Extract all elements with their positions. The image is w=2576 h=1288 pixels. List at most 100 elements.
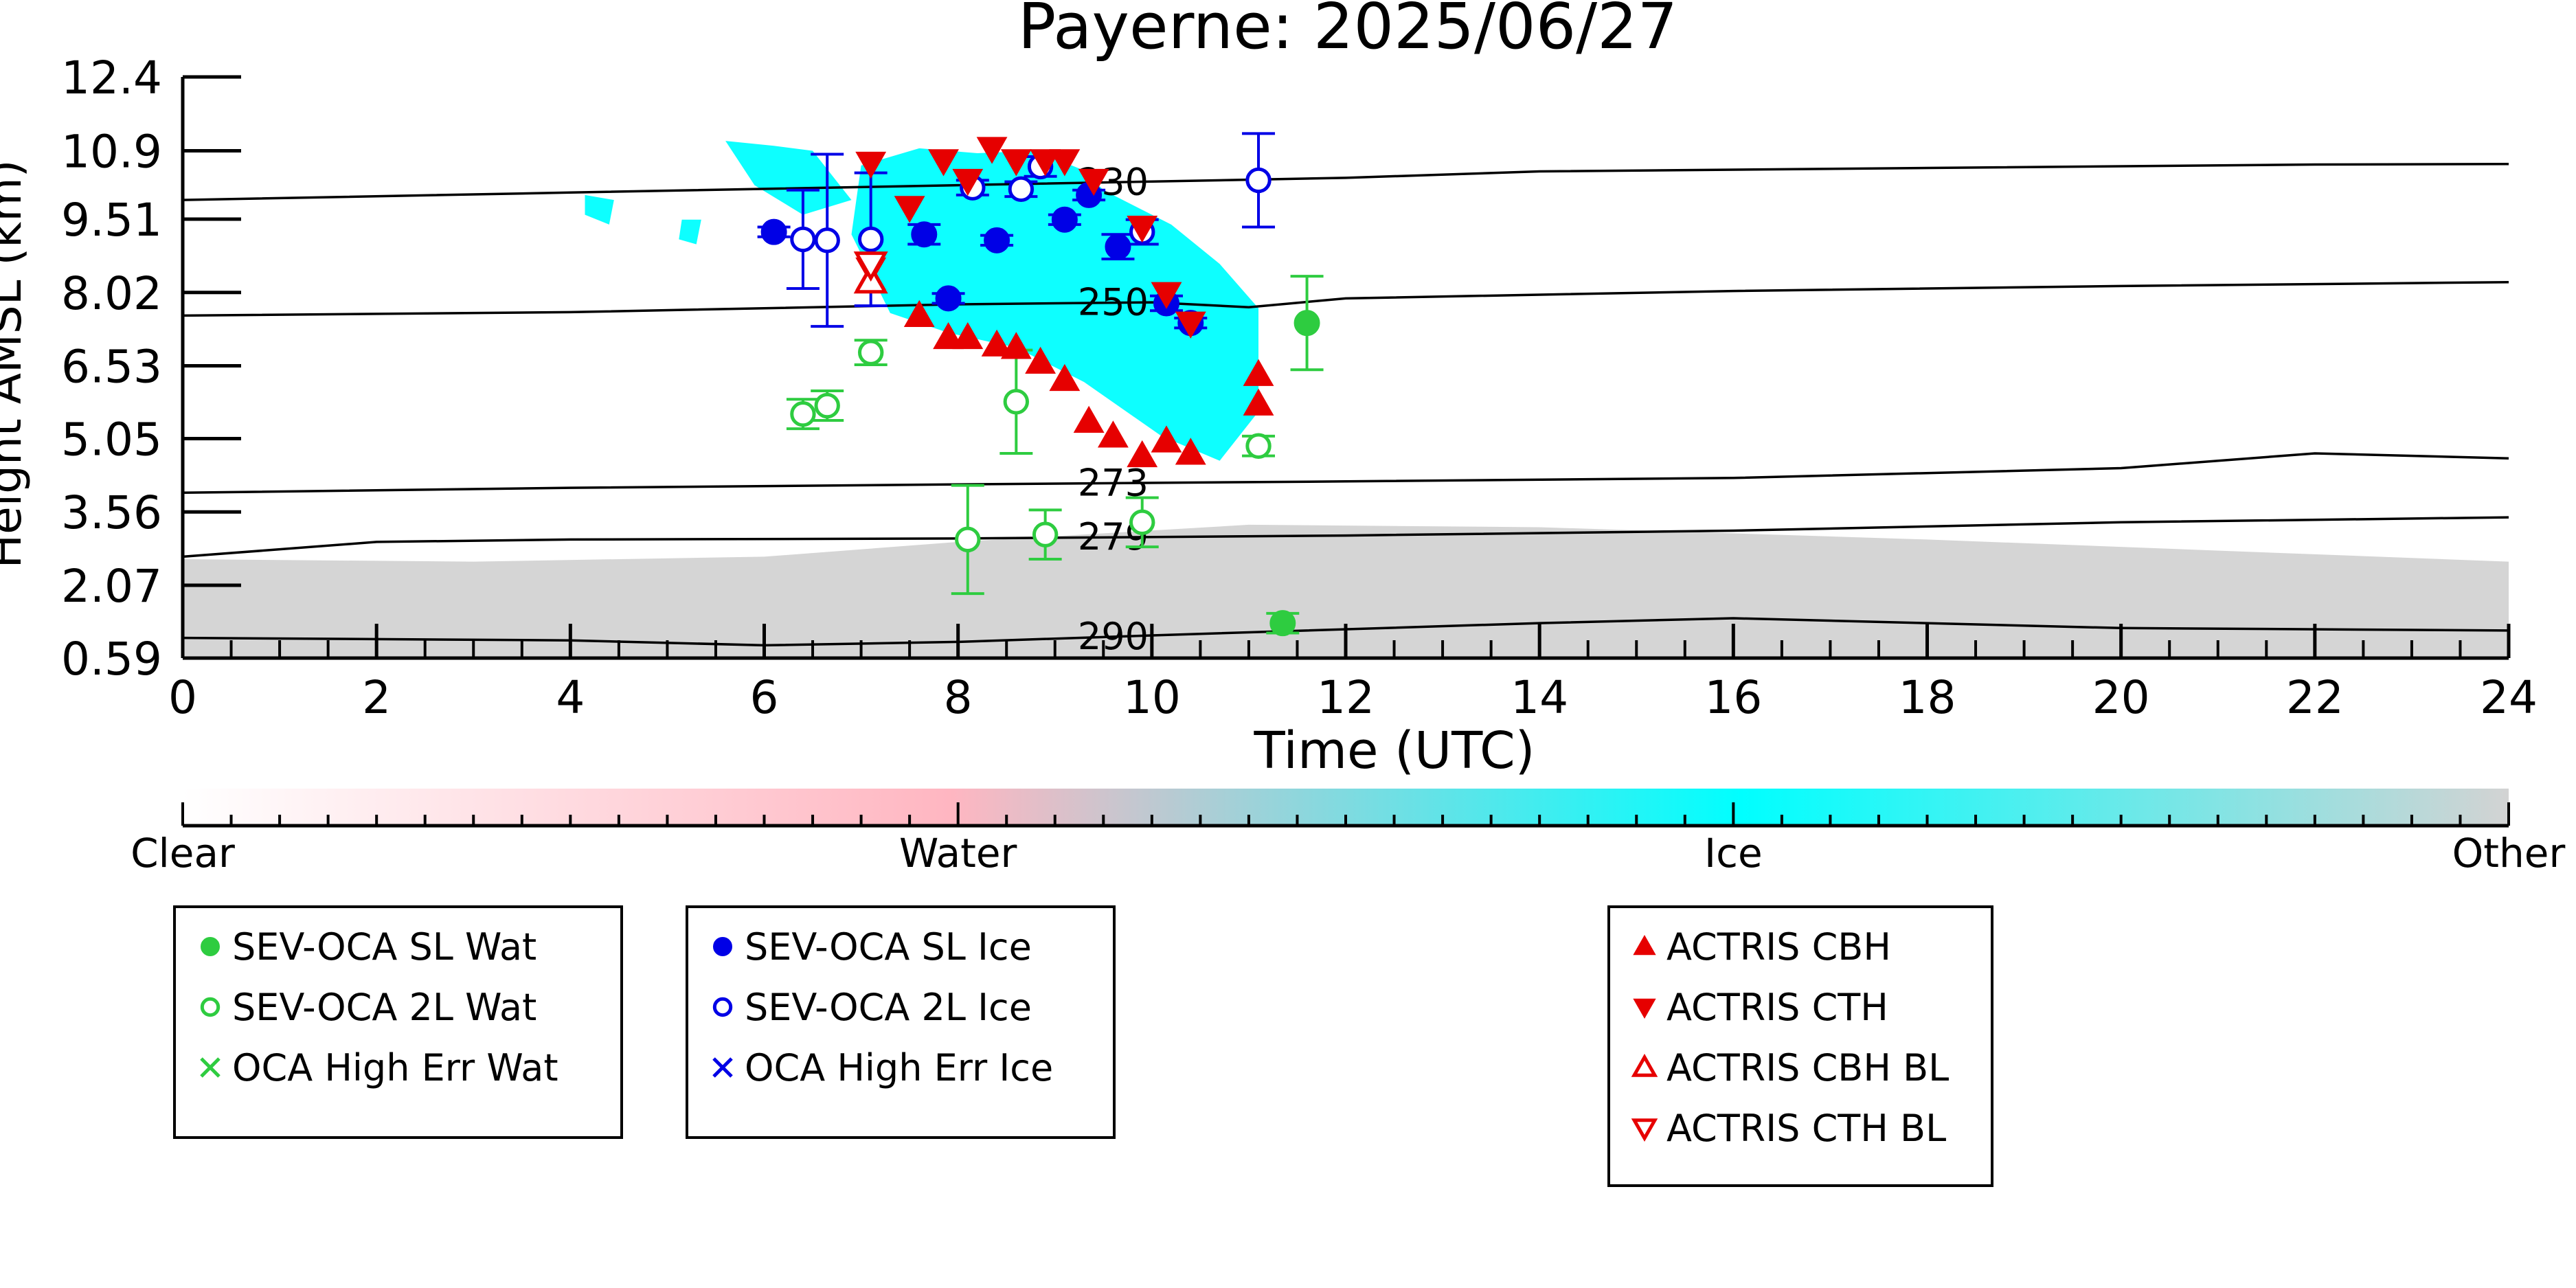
legend-marker-icon [1631,1118,1658,1142]
data-point [1032,521,1059,547]
data-point [1127,215,1158,243]
data-point [1049,363,1081,392]
chart-title: Payerne: 2025/06/27 [1018,0,1677,63]
y-tick-label: 5.05 [61,414,162,466]
x-tick-label: 2 [362,671,391,724]
x-tick-label: 14 [1511,671,1568,724]
legend-item: ACTRIS CBH BL [1629,1046,1950,1089]
legend-marker-icon [1633,998,1656,1019]
legend-label: ACTRIS CTH [1667,985,1888,1029]
data-point [1078,168,1109,196]
x-tick-label: 24 [2480,671,2538,724]
data-point [1243,388,1274,416]
data-point [814,392,840,419]
legend-item: SEV-OCA 2L Wat [195,986,536,1029]
y-tick-label: 12.4 [61,52,162,104]
x-axis-label: Time (UTC) [1253,721,1535,780]
legend-marker [713,937,732,956]
data-point [1003,389,1030,415]
y-tick-label: 0.59 [61,633,162,686]
legend-actris: ACTRIS CBH ACTRIS CTH ACTRIS CBH BL ACTRIS … [1607,905,1993,1187]
legend-item: SEV-OCA 2L Ice [708,985,1032,1029]
legend-item: OCA High Err Ice [708,1046,1053,1089]
legend-marker-icon [200,997,221,1017]
colorbar-label-other: Other [2452,830,2566,877]
isotherm-line-250 [182,280,2509,317]
legend-marker [712,997,733,1017]
legend-label: SEV-OCA 2L Ice [745,985,1032,1029]
legend-marker [200,1057,221,1078]
legend-ice: SEV-OCA SL Ice SEV-OCA 2L Ice OCA High Err… [686,905,1116,1139]
data-point [955,526,981,553]
data-point [1000,149,1032,177]
data-point [928,149,959,177]
data-point [894,196,925,223]
data-point [1129,509,1155,535]
x-tick-label: 12 [1317,671,1375,724]
legend-label: ACTRIS CBH BL [1667,1046,1950,1089]
data-point [984,227,1010,253]
legend-marker-icon [201,937,220,956]
legend-marker-icon [713,937,732,956]
isotherm-label-250: 250 [1078,281,1149,324]
data-point [981,329,1013,357]
legend-marker [1631,1118,1658,1142]
legend-item: ACTRIS CTH [1629,985,1888,1029]
data-point [1105,234,1131,260]
series-actris-cth-bl [853,251,888,282]
data-point [1175,438,1206,465]
isotherm-line-273 [182,452,2509,495]
data-point [857,226,884,253]
data-point [1151,425,1182,453]
data-point [976,137,1008,164]
legend-marker [1633,935,1656,956]
data-point [853,251,888,282]
isotherm-line-230 [182,163,2509,201]
data-point [790,226,816,253]
x-tick-label: 6 [750,671,779,724]
series-sev-oca-2l-wat [786,339,1276,596]
data-point [857,339,884,365]
isotherm-label-290: 290 [1078,615,1149,658]
data-point [1151,282,1182,309]
data-point [903,300,935,327]
data-point [1025,346,1057,374]
legend-marker-icon [712,1057,733,1078]
data-point [1127,440,1158,468]
colorbar-label-water: Water [899,830,1017,877]
legend-marker-icon [712,997,733,1017]
colorbar-label-ice: Ice [1704,830,1763,877]
legend-marker-icon [200,1057,221,1078]
y-tick-label: 6.53 [61,340,162,393]
data-point [952,321,984,350]
x-tick-label: 0 [168,671,197,724]
data-point [1097,420,1129,448]
data-point [935,285,962,312]
data-point [1049,149,1081,177]
cloud-region-ice-2 [725,141,852,215]
data-point [1073,405,1105,433]
data-point [1245,167,1272,194]
data-point [911,221,938,248]
legend-item: SEV-OCA SL Ice [708,925,1032,969]
data-point [1000,332,1032,359]
x-tick-label: 4 [556,671,585,724]
y-tick-label: 10.9 [61,125,162,178]
y-tick-label: 3.56 [61,486,162,539]
cloud-region-ice-3 [585,194,614,225]
x-tick-label: 8 [944,671,973,724]
data-point [760,218,787,245]
legend-marker-icon [1633,935,1656,956]
data-point [1293,310,1320,337]
colorbar-label-clear: Clear [131,830,235,877]
axes: 0 2 4 6 8 10 12 14 16 18 20 22 240.592.073.565.056.5… [61,52,2538,724]
data-point [1245,433,1272,459]
x-tick-label: 16 [1704,671,1762,724]
data-point [952,168,984,196]
legend-water: SEV-OCA SL Wat SEV-OCA 2L Wat OCA High Err… [173,905,623,1139]
y-tick-label: 8.02 [61,267,162,320]
data-point [1175,311,1206,339]
series-actris-cbh [855,262,1274,468]
data-point [933,321,964,350]
